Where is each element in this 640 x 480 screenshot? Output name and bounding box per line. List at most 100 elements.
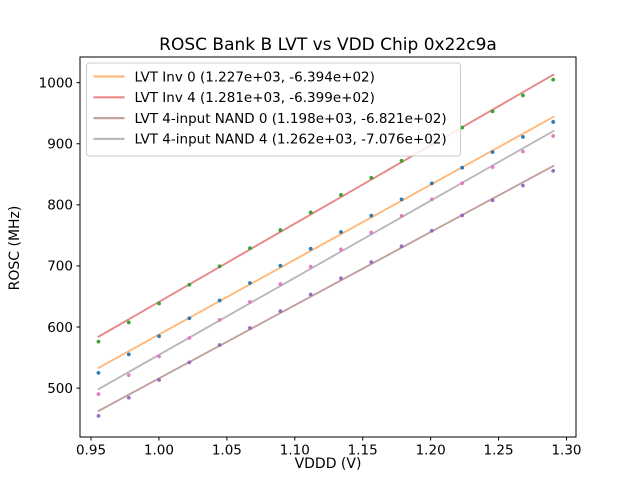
legend-entry: LVT Inv 4 (1.281e+03, -6.399e+02) (93, 90, 375, 106)
axes-spines (79, 56, 577, 438)
y-tick-label: 500 (47, 381, 73, 397)
legend-label: LVT 4-input NAND 0 (1.198e+03, -6.821e+0… (135, 111, 447, 127)
data-point (369, 260, 374, 265)
data-point (278, 309, 283, 314)
legend-entry: LVT 4-input NAND 0 (1.198e+03, -6.821e+0… (93, 111, 447, 127)
fit-line (97, 129, 555, 391)
data-point (126, 352, 131, 357)
data-point (96, 392, 101, 397)
fit-line (97, 164, 555, 412)
y-tick-label: 700 (47, 259, 73, 275)
data-point (339, 247, 343, 252)
y-axis-ticks: 500 600 700 800 900 1000 (39, 75, 80, 397)
data-point (278, 282, 283, 286)
data-point (278, 228, 283, 232)
data-point (248, 281, 252, 285)
data-point (217, 343, 222, 347)
axes (79, 56, 577, 438)
data-point (248, 299, 252, 304)
data-point (339, 193, 343, 197)
data-point (460, 181, 465, 186)
data-point (187, 316, 192, 321)
data-point (339, 230, 343, 234)
data-point (429, 228, 434, 233)
data-point (490, 198, 495, 203)
y-tick-label: 600 (47, 320, 73, 336)
legend-entry: LVT Inv 0 (1.227e+03, -6.394e+02) (93, 69, 375, 85)
data-point (96, 339, 101, 344)
fit-line (97, 73, 555, 338)
legend: LVT Inv 0 (1.227e+03, -6.394e+02) LVT Inv… (86, 62, 461, 157)
data-point (399, 213, 404, 218)
data-point (490, 109, 495, 114)
x-axis-label: VDDD (V) (294, 456, 362, 472)
x-tick-label: 1.00 (144, 443, 174, 459)
data-point (217, 317, 222, 322)
series-lvt-inv-4 (96, 73, 556, 344)
x-tick-label: 1.05 (212, 443, 242, 459)
data-point (520, 135, 525, 139)
data-point (308, 292, 313, 297)
data-point (187, 282, 192, 287)
data-point (96, 370, 101, 375)
data-point (126, 395, 131, 400)
data-point (551, 77, 556, 82)
data-point (217, 264, 222, 269)
data-point (157, 378, 161, 382)
series-lvt-4-input-nand-0 (96, 164, 556, 418)
data-point (490, 165, 495, 170)
chart-title: ROSC Bank B LVT vs VDD Chip 0x22c9a (159, 35, 497, 55)
data-point (429, 197, 434, 202)
y-tick-label: 800 (47, 198, 73, 214)
y-tick-label: 1000 (39, 75, 73, 91)
data-point (369, 230, 374, 235)
x-tick-label: 1.30 (551, 443, 581, 459)
data-point (217, 298, 222, 303)
data-point (126, 373, 131, 378)
legend-box (86, 62, 461, 157)
data-point (399, 244, 404, 249)
data-point (308, 246, 313, 251)
data-point (551, 168, 556, 173)
legend-entry: LVT 4-input NAND 4 (1.262e+03, -7.076e+0… (93, 132, 447, 148)
data-point (248, 326, 252, 330)
data-point (278, 263, 283, 268)
series-lvt-4-input-nand-4 (96, 129, 556, 397)
data-point (520, 149, 525, 154)
legend-label: LVT Inv 4 (1.281e+03, -6.399e+02) (135, 90, 375, 106)
data-point (399, 158, 404, 163)
data-point (308, 264, 313, 269)
data-point (369, 175, 374, 180)
series-lvt-inv-0 (96, 115, 556, 375)
x-tick-label: 1.25 (484, 443, 514, 459)
data-point (490, 150, 495, 155)
x-tick-label: 1.15 (348, 443, 378, 459)
data-point (520, 183, 525, 188)
data-point (460, 213, 465, 218)
data-point (157, 334, 161, 339)
x-tick-label: 1.20 (416, 443, 446, 459)
data-point (157, 301, 161, 306)
data-point (248, 246, 252, 251)
data-point (520, 93, 525, 98)
data-point (369, 213, 374, 218)
data-point (551, 134, 556, 138)
data-point (339, 276, 343, 281)
data-point (429, 181, 434, 186)
legend-label: LVT 4-input NAND 4 (1.262e+03, -7.076e+0… (135, 132, 447, 148)
legend-label: LVT Inv 0 (1.227e+03, -6.394e+02) (135, 69, 375, 85)
x-tick-label: 0.95 (76, 443, 106, 459)
data-point (157, 354, 161, 359)
fit-line (97, 115, 555, 369)
data-point (96, 413, 101, 418)
data-point (308, 210, 313, 215)
y-tick-label: 900 (47, 137, 73, 153)
data-point (460, 125, 465, 130)
data-point (187, 336, 192, 340)
data-point (187, 360, 192, 365)
data-point (399, 197, 404, 202)
data-point (460, 165, 465, 170)
data-point (551, 120, 556, 124)
